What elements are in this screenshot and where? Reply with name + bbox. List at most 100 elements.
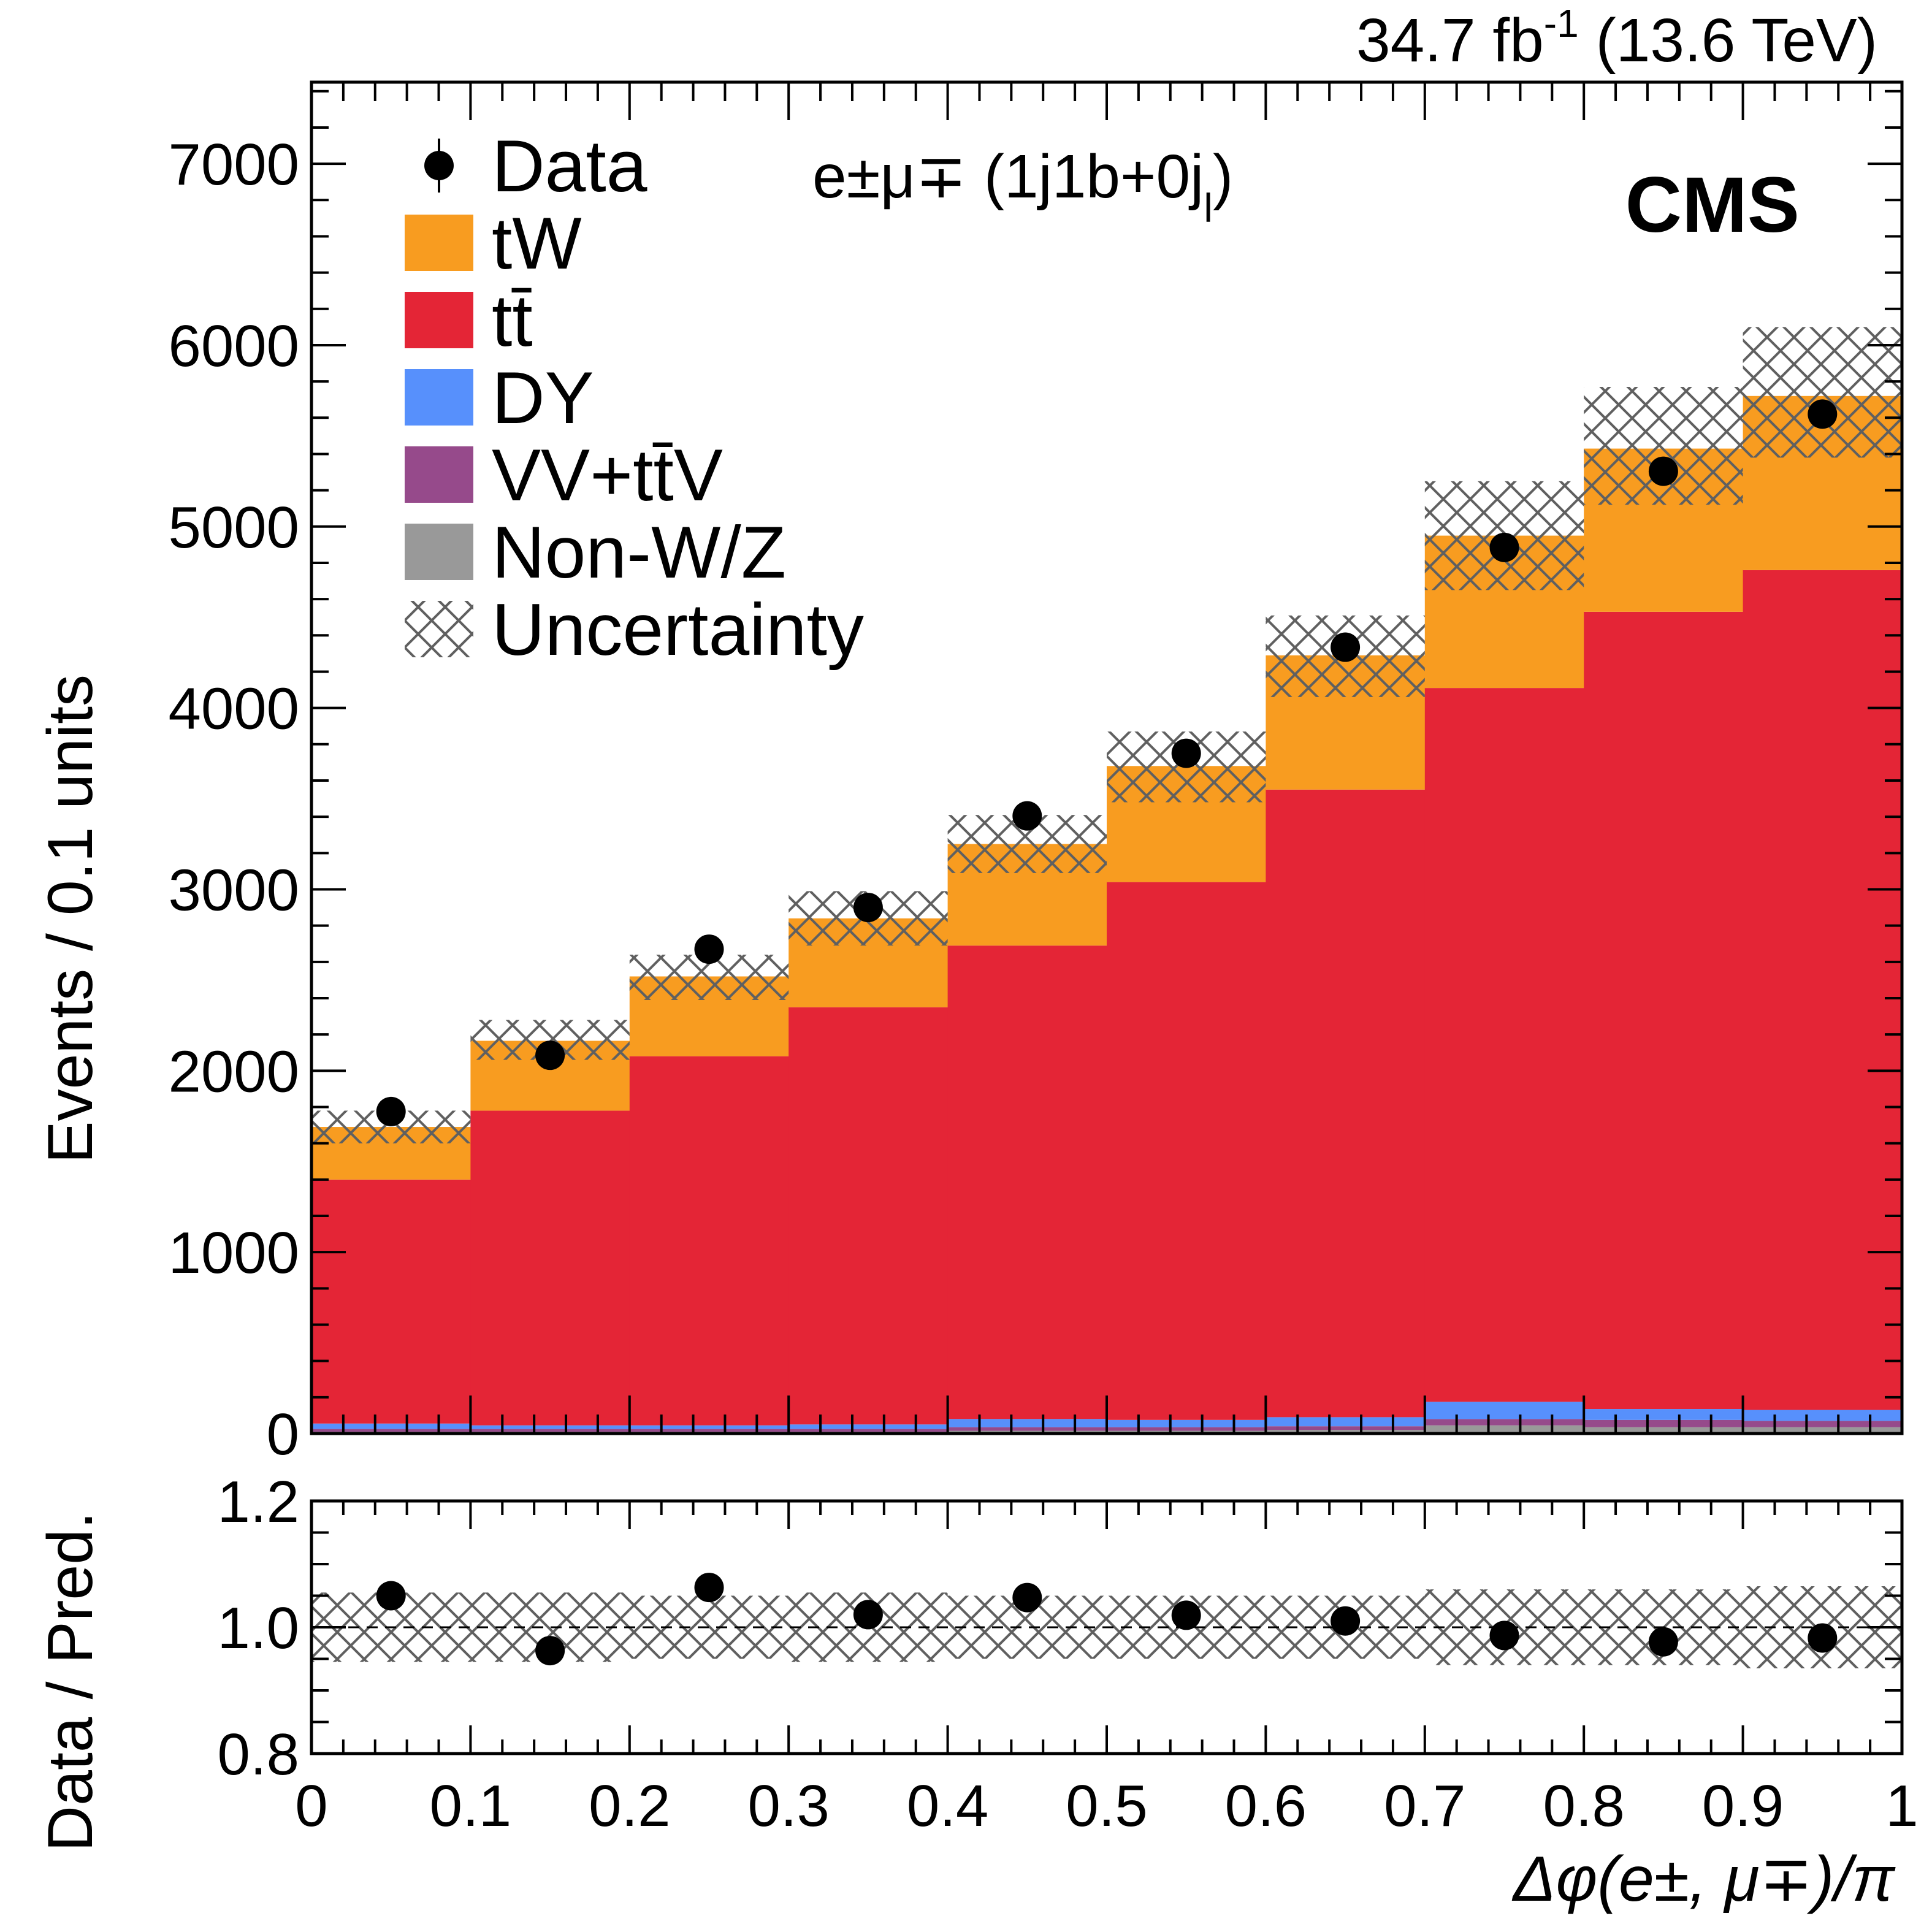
- bar-dy-bin-9: [1743, 1410, 1903, 1421]
- main-ytick-label-6000: 6000: [168, 313, 299, 379]
- main-ytick-label-0: 0: [267, 1402, 299, 1467]
- ratio-point-5: [1171, 1600, 1201, 1630]
- data-point-3: [853, 893, 883, 923]
- data-point-7: [1489, 532, 1519, 562]
- legend-swatch-tw: [405, 215, 473, 271]
- data-point-6: [1331, 632, 1361, 662]
- bar-vv-tt-v-bin-9: [1743, 1421, 1903, 1427]
- legend-label-dy: DY: [492, 357, 594, 439]
- bar-tt--bin-6: [1266, 789, 1426, 1418]
- main-ytick-label-1000: 1000: [168, 1220, 299, 1286]
- legend-label-tw: tW: [492, 202, 582, 284]
- ratio-uncertainty-band: [311, 1586, 1902, 1668]
- main-stack-bars: [311, 395, 1903, 1434]
- bar-dy-bin-5: [1107, 1419, 1266, 1427]
- y-axis-title: Events / 0.1 units: [35, 674, 106, 1164]
- data-point-8: [1648, 456, 1678, 486]
- ratio-ytick-label-1.2: 1.2: [218, 1469, 299, 1535]
- main-ytick-label-7000: 7000: [168, 132, 299, 197]
- xtick-label-0.8: 0.8: [1543, 1773, 1624, 1839]
- bar-vv-tt-v-bin-6: [1266, 1426, 1426, 1430]
- x-axis-title: Δφ(e±, μ∓)/π: [1511, 1844, 1896, 1915]
- legend-label-non-w-z: Non-W/Z: [492, 511, 786, 594]
- main-axis-ticks: [310, 82, 1903, 1435]
- xtick-label-0: 0: [295, 1773, 327, 1839]
- bar-vv-tt-v-bin-5: [1107, 1427, 1266, 1431]
- ratio-point-8: [1648, 1627, 1678, 1657]
- xtick-label-0.1: 0.1: [430, 1773, 511, 1839]
- ratio-point-2: [694, 1573, 724, 1603]
- bar-non-w-z-bin-6: [1266, 1430, 1426, 1434]
- main-ytick-label-4000: 4000: [168, 676, 299, 742]
- luminosity-label: 34.7 fb-1 (13.6 TeV): [1356, 1, 1877, 75]
- ratio-point-4: [1012, 1583, 1042, 1613]
- channel-label-close: ): [1213, 142, 1233, 211]
- bar-vv-tt-v-bin-7: [1424, 1419, 1584, 1426]
- bar-tt--bin-5: [1107, 882, 1266, 1420]
- channel-label-main: e±μ∓ (1j1b+0j: [812, 142, 1204, 211]
- legend-label-vv-tt-v: VV+tt̄V: [492, 434, 723, 516]
- bar-tt--bin-0: [311, 1179, 471, 1424]
- xtick-label-0.4: 0.4: [907, 1773, 988, 1839]
- ratio-point-0: [376, 1581, 406, 1611]
- legend-swatch-non-w-z: [405, 524, 473, 580]
- bar-vv-tt-v-bin-4: [947, 1427, 1107, 1431]
- bar-dy-bin-6: [1266, 1417, 1426, 1427]
- channel-label: e±μ∓ (1j1b+0jl): [812, 142, 1233, 231]
- bar-tt--bin-1: [470, 1110, 630, 1426]
- bar-non-w-z-bin-8: [1584, 1427, 1744, 1434]
- bar-dy-bin-3: [788, 1424, 949, 1429]
- data-point-9: [1808, 399, 1838, 429]
- ratio-point-6: [1331, 1606, 1361, 1636]
- data-point-2: [694, 934, 724, 964]
- ratio-point-7: [1489, 1621, 1519, 1651]
- xtick-label-0.2: 0.2: [589, 1773, 670, 1839]
- xtick-label-0.5: 0.5: [1066, 1773, 1147, 1839]
- bar-non-w-z-bin-7: [1424, 1425, 1584, 1434]
- legend-swatch-uncertainty: [405, 601, 473, 657]
- bar-vv-tt-v-bin-3: [788, 1429, 949, 1432]
- luminosity-value: 34.7 fb: [1356, 6, 1544, 75]
- ratio-ytick-label-0.8: 0.8: [218, 1722, 299, 1787]
- uncertainty-bin-8: [1584, 387, 1743, 505]
- bar-dy-bin-7: [1424, 1402, 1584, 1419]
- bar-tt--bin-2: [629, 1056, 789, 1426]
- legend-swatch-tt-: [405, 292, 473, 348]
- bar-dy-bin-0: [311, 1423, 471, 1429]
- legend-label-uncertainty: Uncertainty: [492, 589, 864, 671]
- x-tick-labels: 0 0.1 0.2 0.3 0.4 0.5 0.6 0.7 0.8 0.9 1: [295, 1773, 1918, 1839]
- main-y-tick-labels: 0 1000 2000 3000 4000 5000 6000 7000: [168, 132, 299, 1467]
- ratio-point-1: [535, 1636, 565, 1666]
- xtick-label-0.6: 0.6: [1225, 1773, 1307, 1839]
- bar-tt--bin-7: [1424, 688, 1584, 1402]
- ratio-data-points: [376, 1573, 1838, 1666]
- bar-dy-bin-8: [1584, 1409, 1744, 1420]
- main-uncertainty-band: [311, 327, 1902, 1144]
- ratio-y-tick-labels: 0.8 1.0 1.2: [218, 1469, 299, 1787]
- bar-tt--bin-9: [1743, 570, 1903, 1410]
- bar-tt--bin-3: [788, 1007, 949, 1425]
- bar-tt--bin-4: [947, 945, 1107, 1419]
- legend-label-tt-: tt̄: [492, 280, 533, 362]
- luminosity-exponent: -1: [1544, 1, 1579, 45]
- data-point-0: [376, 1096, 406, 1126]
- xtick-label-0.9: 0.9: [1702, 1773, 1784, 1839]
- data-point-5: [1171, 738, 1201, 768]
- bar-dy-bin-2: [629, 1425, 789, 1429]
- ratio-point-9: [1808, 1623, 1838, 1653]
- bar-non-w-z-bin-9: [1743, 1427, 1903, 1434]
- xtick-label-0.3: 0.3: [747, 1773, 829, 1839]
- data-point-4: [1012, 801, 1042, 831]
- main-data-points: [376, 399, 1838, 1126]
- energy-label: (13.6 TeV): [1579, 6, 1877, 75]
- bar-tt--bin-8: [1584, 611, 1744, 1410]
- main-ytick-label-3000: 3000: [168, 857, 299, 923]
- legend-swatch-dy: [405, 369, 473, 426]
- channel-label-subscript: l: [1204, 185, 1213, 231]
- bar-dy-bin-4: [947, 1419, 1107, 1427]
- xtick-label-0.7: 0.7: [1384, 1773, 1465, 1839]
- main-ytick-label-2000: 2000: [168, 1039, 299, 1104]
- ratio-ytick-label-1.0: 1.0: [218, 1595, 299, 1661]
- xtick-label-1: 1: [1885, 1773, 1918, 1839]
